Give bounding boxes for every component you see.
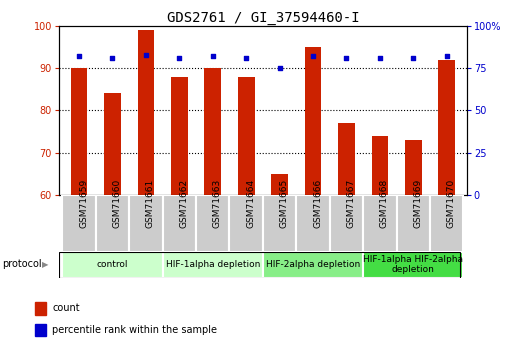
Text: GSM71670: GSM71670 xyxy=(447,179,456,228)
Bar xyxy=(363,195,397,252)
Bar xyxy=(439,60,455,195)
Bar xyxy=(397,195,430,252)
Bar xyxy=(405,140,422,195)
Text: GSM71664: GSM71664 xyxy=(246,179,255,228)
Point xyxy=(75,53,83,59)
Bar xyxy=(35,302,46,315)
Point xyxy=(209,53,217,59)
Title: GDS2761 / GI_37594460-I: GDS2761 / GI_37594460-I xyxy=(167,11,359,25)
Bar xyxy=(137,30,154,195)
Text: GSM71660: GSM71660 xyxy=(112,179,122,228)
Text: GSM71662: GSM71662 xyxy=(180,179,188,228)
Bar xyxy=(35,324,46,336)
Text: ▶: ▶ xyxy=(42,260,49,269)
Point xyxy=(443,53,451,59)
Bar xyxy=(129,195,163,252)
Text: GSM71659: GSM71659 xyxy=(79,179,88,228)
Text: GSM71661: GSM71661 xyxy=(146,179,155,228)
Text: HIF-2alpha depletion: HIF-2alpha depletion xyxy=(266,260,360,269)
Point xyxy=(275,66,284,71)
Point xyxy=(242,55,250,61)
Text: GSM71669: GSM71669 xyxy=(413,179,422,228)
Point xyxy=(342,55,350,61)
Bar xyxy=(330,195,363,252)
Text: GSM71668: GSM71668 xyxy=(380,179,389,228)
Point xyxy=(108,55,116,61)
Text: protocol: protocol xyxy=(3,259,42,269)
Text: HIF-1alpha HIF-2alpha
depletion: HIF-1alpha HIF-2alpha depletion xyxy=(363,255,463,275)
Bar xyxy=(96,195,129,252)
Bar xyxy=(297,195,330,252)
Text: GSM71666: GSM71666 xyxy=(313,179,322,228)
Point xyxy=(409,55,418,61)
Point xyxy=(175,55,184,61)
Text: count: count xyxy=(52,303,80,313)
Text: GSM71663: GSM71663 xyxy=(213,179,222,228)
Bar xyxy=(430,195,463,252)
Bar xyxy=(196,195,229,252)
Bar xyxy=(271,174,288,195)
Point xyxy=(376,55,384,61)
Bar xyxy=(263,252,363,278)
Bar xyxy=(371,136,388,195)
Bar xyxy=(204,68,221,195)
Text: GSM71667: GSM71667 xyxy=(346,179,356,228)
Text: percentile rank within the sample: percentile rank within the sample xyxy=(52,325,218,335)
Text: GSM71665: GSM71665 xyxy=(280,179,289,228)
Bar xyxy=(163,252,263,278)
Bar xyxy=(163,195,196,252)
Bar xyxy=(63,195,96,252)
Point xyxy=(142,52,150,57)
Bar xyxy=(71,68,87,195)
Text: control: control xyxy=(97,260,128,269)
Bar xyxy=(363,252,463,278)
Text: HIF-1alpha depletion: HIF-1alpha depletion xyxy=(166,260,260,269)
Bar xyxy=(104,93,121,195)
Bar xyxy=(229,195,263,252)
Bar xyxy=(63,252,163,278)
Bar xyxy=(305,47,322,195)
Bar xyxy=(338,123,355,195)
Bar xyxy=(238,77,254,195)
Bar xyxy=(171,77,188,195)
Bar xyxy=(263,195,297,252)
Point xyxy=(309,53,317,59)
